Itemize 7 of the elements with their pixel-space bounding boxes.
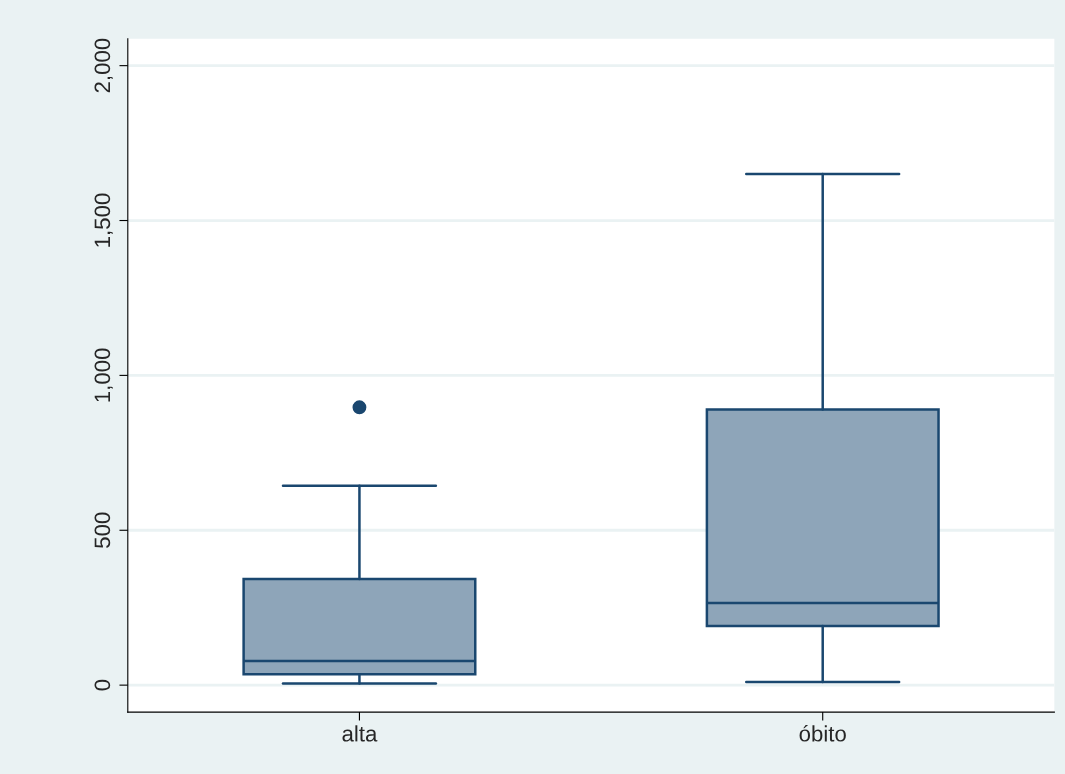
y-tick-label: 500 bbox=[94, 512, 111, 548]
x-tick-label: alta bbox=[342, 725, 378, 742]
y-tick-label: 1,500 bbox=[94, 193, 113, 247]
y-tick-label: 1,000 bbox=[94, 348, 113, 402]
y-tick-label: 2,000 bbox=[94, 38, 113, 93]
x-tick-label: óbito bbox=[799, 725, 846, 742]
y-tick-label: 0 bbox=[94, 679, 111, 691]
